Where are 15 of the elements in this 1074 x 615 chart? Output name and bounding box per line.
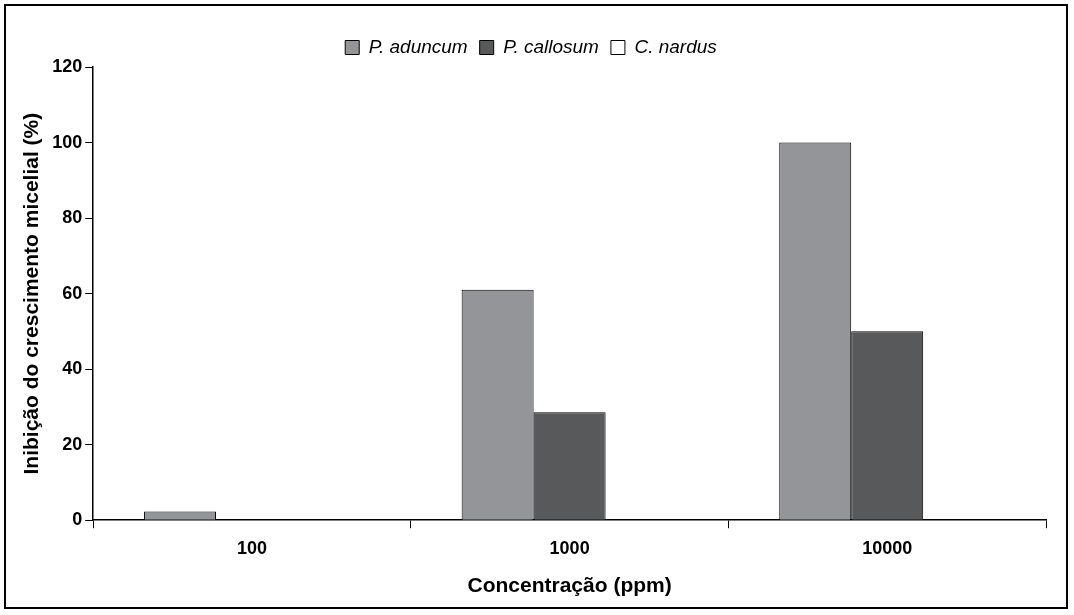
x-tick-label: 100: [237, 537, 268, 558]
y-tick-label: 100: [52, 131, 83, 152]
legend-label: P. callosum: [503, 35, 599, 57]
y-tick-label: 40: [62, 358, 83, 379]
y-tick-label: 0: [72, 509, 83, 530]
x-tick-label: 1000: [549, 537, 590, 558]
y-tick-label: 80: [62, 207, 83, 228]
legend-label: P. aduncum: [368, 35, 468, 57]
x-axis-title: Concentração (ppm): [467, 573, 672, 597]
legend-label: C. nardus: [634, 35, 718, 57]
y-tick-label: 120: [52, 55, 83, 76]
y-tick-label: 20: [62, 433, 83, 454]
x-tick-label: 10000: [862, 537, 913, 558]
y-axis-title: Inibição do crescimento micelial (%): [19, 112, 43, 475]
y-tick-label: 60: [62, 282, 83, 303]
